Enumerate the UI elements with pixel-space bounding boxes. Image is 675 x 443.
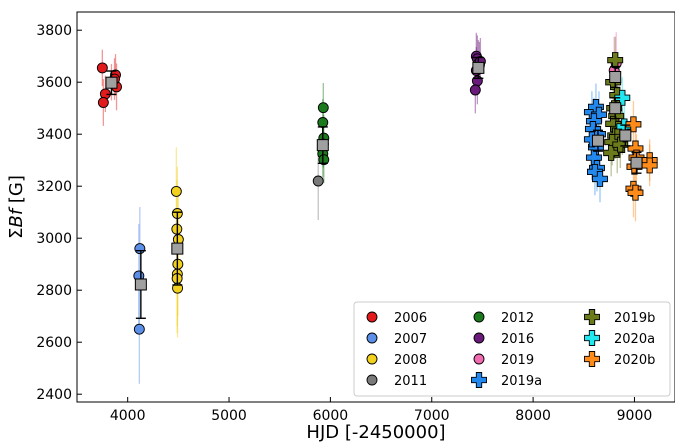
plot-frame	[76, 11, 675, 403]
legend-marker-2011	[366, 374, 378, 386]
legend-label-2020a: 2020a	[614, 332, 655, 347]
x-tick-label-4000: 4000	[110, 408, 146, 424]
legend: 2006 2007 2008 2011 2012 2016 2019 2019a 2019b 20…	[353, 301, 671, 397]
y-tick-label-2800: 2800	[36, 283, 72, 299]
x-tick-label-9000: 9000	[617, 408, 653, 424]
legend-label-2019: 2019	[501, 353, 534, 368]
legend-label-2020b: 2020b	[614, 353, 655, 368]
y-tick-label-3600: 3600	[36, 75, 72, 91]
point-2019b-10	[603, 144, 620, 161]
mean-marker-7	[609, 102, 622, 115]
x-axis-label: HJD [-2450000]	[306, 422, 445, 443]
legend-marker-2019a	[471, 372, 487, 388]
mean-marker-2	[171, 242, 184, 255]
legend-item-2008: 2008	[366, 353, 427, 368]
point-2007-0	[134, 243, 146, 255]
legend-item-2011: 2011	[366, 374, 427, 389]
mean-marker-4	[472, 61, 485, 74]
mean-marker-5	[591, 134, 604, 147]
point-2011-0	[312, 175, 324, 187]
point-2012-5	[318, 154, 330, 166]
legend-marker-2020a	[584, 330, 600, 346]
legend-item-2016: 2016	[473, 332, 534, 347]
legend-label-2019b: 2019b	[614, 311, 655, 326]
mean-marker-6	[609, 71, 622, 83]
y-axis-label: ΣBf [G]	[6, 175, 27, 239]
x-tick-label-7000: 7000	[414, 408, 450, 424]
point-2019b-0	[607, 52, 624, 69]
mean-marker-9	[630, 156, 643, 169]
point-2006-2	[97, 97, 109, 108]
tick-layer: 4000 5000 6000 7000 8000 9000 2400 2600 2800 3000…	[36, 23, 652, 424]
legend-label-2012: 2012	[501, 311, 534, 326]
y-tick-label-3200: 3200	[36, 179, 72, 195]
x-tick-label-6000: 6000	[313, 408, 349, 424]
legend-label-2007: 2007	[394, 332, 427, 347]
point-2012-1	[317, 117, 329, 128]
legend-item-2020b: 2020b	[584, 351, 655, 368]
mean-marker-3	[316, 139, 329, 152]
y-axis-label-unit: [G]	[6, 175, 27, 209]
legend-item-2019: 2019	[473, 353, 534, 368]
legend-label-2011: 2011	[394, 374, 427, 389]
point-2020a-0	[614, 89, 631, 106]
point-2006-0	[96, 62, 108, 74]
y-tick-label-2600: 2600	[36, 335, 72, 351]
legend-item-2019b: 2019b	[584, 309, 655, 326]
legend-item-2020a: 2020a	[584, 330, 655, 347]
legend-item-2012: 2012	[473, 311, 534, 326]
legend-item-2006: 2006	[366, 311, 427, 326]
point-2012-0	[317, 102, 329, 114]
legend-marker-2007	[366, 332, 378, 344]
y-tick-label-2400: 2400	[36, 387, 72, 403]
point-2020b-0	[625, 116, 642, 133]
mean-marker-8	[619, 129, 632, 142]
legend-item-2019a: 2019a	[471, 372, 542, 389]
legend-label-2006: 2006	[394, 311, 427, 326]
point-2019b-11	[612, 136, 629, 153]
mean-marker-layer	[105, 56, 643, 319]
legend-marker-2012	[473, 311, 485, 323]
point-2008-0	[170, 185, 182, 197]
legend-marker-2016	[473, 332, 485, 344]
y-tick-label-3000: 3000	[36, 231, 72, 247]
point-2016-6	[469, 84, 481, 96]
legend-marker-2020b	[584, 351, 600, 367]
point-2019a-10	[592, 170, 608, 187]
point-2020b-5	[627, 184, 644, 201]
legend-label-2019a: 2019a	[501, 374, 542, 389]
legend-marker-2019	[473, 353, 485, 365]
legend-label-2008: 2008	[394, 353, 427, 368]
x-tick-label-5000: 5000	[211, 408, 247, 424]
legend-marker-2019b	[584, 309, 600, 325]
mean-marker-0	[105, 76, 118, 89]
y-tick-label-3400: 3400	[36, 127, 72, 143]
legend-marker-2006	[366, 311, 378, 323]
y-tick-label-3800: 3800	[36, 23, 72, 39]
marker-layer	[96, 50, 658, 335]
legend-label-2016: 2016	[501, 332, 534, 347]
legend-marker-2008	[366, 353, 378, 365]
legend-item-2007: 2007	[366, 332, 427, 347]
point-2016-5	[471, 75, 483, 87]
x-tick-label-8000: 8000	[515, 408, 551, 424]
y-axis-label-prefix: Σ	[6, 228, 27, 239]
y-axis-label-symbol: Bf	[6, 206, 27, 227]
legend-box	[353, 301, 671, 397]
mean-marker-1	[134, 278, 147, 291]
point-2007-2	[133, 323, 145, 335]
